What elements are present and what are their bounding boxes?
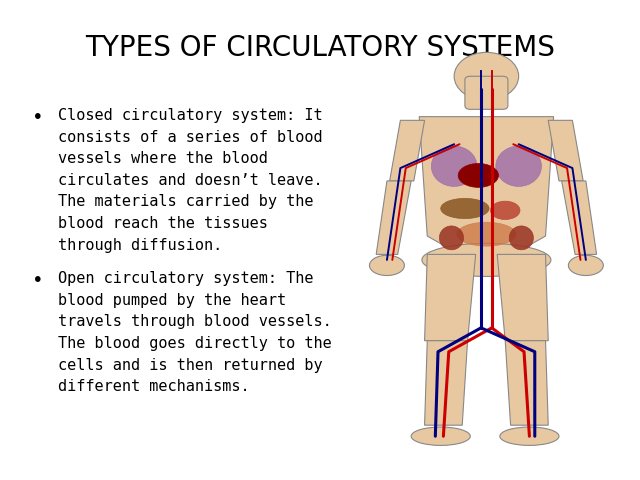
Text: TYPES OF CIRCULATORY SYSTEMS: TYPES OF CIRCULATORY SYSTEMS — [85, 34, 555, 61]
Polygon shape — [376, 181, 411, 254]
Ellipse shape — [431, 146, 477, 186]
Ellipse shape — [440, 226, 463, 250]
Polygon shape — [505, 341, 548, 425]
Ellipse shape — [454, 52, 518, 100]
Text: Closed circulatory system: It
consists of a series of blood
vessels where the bl: Closed circulatory system: It consists o… — [58, 108, 322, 252]
Ellipse shape — [422, 243, 551, 276]
Ellipse shape — [458, 164, 499, 187]
Ellipse shape — [441, 198, 489, 218]
Polygon shape — [548, 120, 583, 181]
Ellipse shape — [411, 427, 470, 445]
Text: •: • — [32, 108, 44, 127]
Polygon shape — [390, 120, 424, 181]
Ellipse shape — [509, 226, 534, 250]
Ellipse shape — [568, 255, 604, 276]
Ellipse shape — [457, 222, 516, 246]
Ellipse shape — [490, 201, 520, 219]
Text: Open circulatory system: The
blood pumped by the heart
travels through blood ves: Open circulatory system: The blood pumpe… — [58, 271, 332, 394]
Text: •: • — [32, 271, 44, 290]
Polygon shape — [424, 341, 468, 425]
Polygon shape — [497, 254, 548, 341]
FancyBboxPatch shape — [465, 76, 508, 109]
Polygon shape — [562, 181, 596, 254]
Polygon shape — [424, 254, 476, 341]
Ellipse shape — [369, 255, 404, 276]
Polygon shape — [419, 117, 554, 254]
Ellipse shape — [500, 427, 559, 445]
Ellipse shape — [496, 146, 541, 186]
